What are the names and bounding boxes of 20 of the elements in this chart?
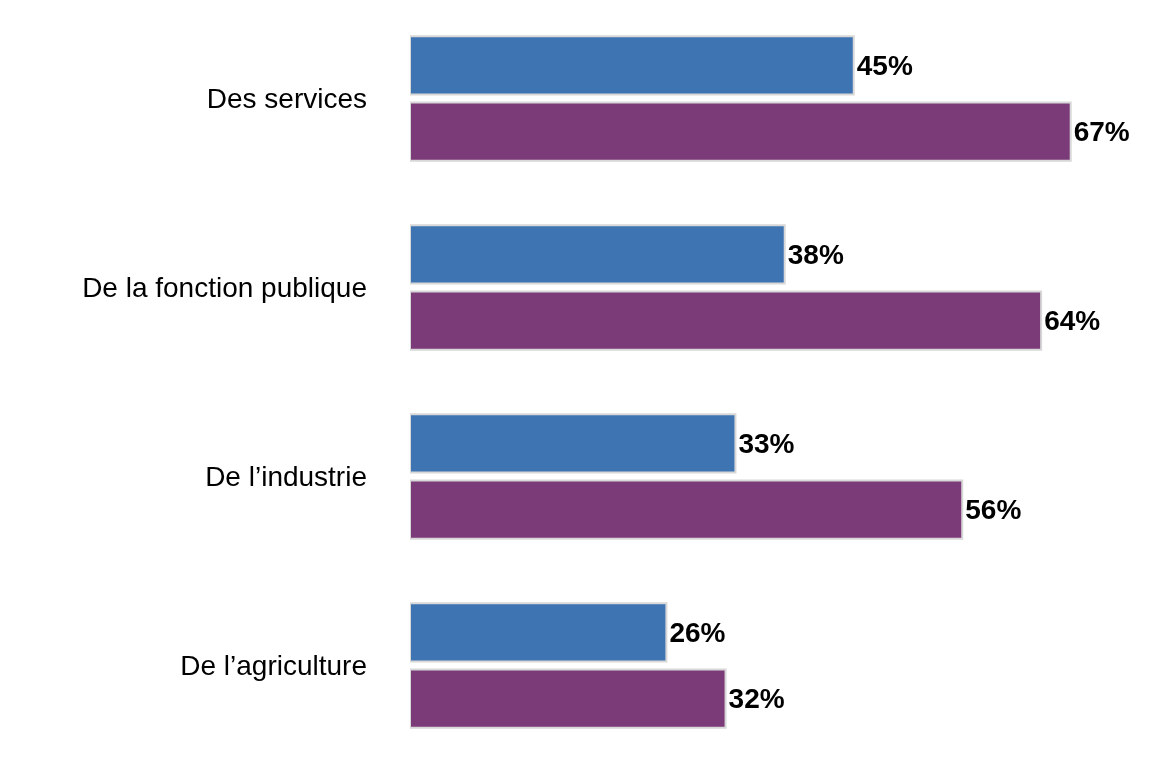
data-label: 38% xyxy=(787,238,844,270)
y-tick-label: De l’industrie xyxy=(205,461,367,493)
data-label: 45% xyxy=(856,49,913,81)
bar xyxy=(410,479,964,540)
bar xyxy=(410,602,668,663)
data-label: 67% xyxy=(1073,116,1130,148)
data-label: 32% xyxy=(728,683,785,715)
data-label: 64% xyxy=(1044,305,1101,337)
data-label: 33% xyxy=(738,427,795,459)
bar xyxy=(410,35,855,96)
y-tick-label: De l’agriculture xyxy=(180,650,367,682)
bar xyxy=(410,413,737,474)
bar xyxy=(410,290,1043,351)
bar xyxy=(410,224,786,285)
data-label: 26% xyxy=(669,616,726,648)
bar xyxy=(410,101,1072,162)
bar xyxy=(410,668,727,729)
y-tick-label: De la fonction publique xyxy=(82,272,367,304)
y-tick-label: Des services xyxy=(206,83,367,115)
data-label: 56% xyxy=(965,494,1022,526)
